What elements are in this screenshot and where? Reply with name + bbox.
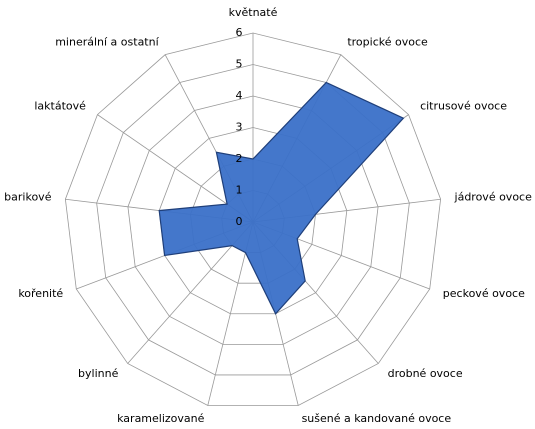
category-label: citrusové ovoce bbox=[420, 100, 507, 113]
category-label: karamelizované bbox=[117, 412, 205, 425]
grid-line bbox=[64, 32, 442, 406]
category-label: sušené a kandované ovoce bbox=[302, 412, 452, 425]
tick-label: 3 bbox=[236, 121, 243, 134]
category-label: minerální a ostatní bbox=[55, 35, 159, 48]
tick-label: 6 bbox=[236, 26, 243, 39]
category-label: tropické ovoce bbox=[347, 35, 428, 48]
data-area bbox=[158, 81, 405, 315]
tick-label: 4 bbox=[236, 89, 243, 102]
category-label: květnaté bbox=[229, 6, 278, 19]
tick-label: 1 bbox=[236, 184, 243, 197]
category-label: barikové bbox=[4, 191, 52, 204]
category-label: bylinné bbox=[78, 367, 119, 380]
tick-label: 2 bbox=[236, 152, 243, 165]
category-label: laktátové bbox=[34, 100, 86, 113]
category-label: peckové ovoce bbox=[443, 287, 525, 300]
category-label: kořenité bbox=[18, 287, 63, 300]
grid-line bbox=[96, 64, 410, 376]
category-label: jádrové ovoce bbox=[454, 191, 533, 204]
tick-label: 5 bbox=[236, 58, 243, 71]
tick-label: 0 bbox=[236, 215, 243, 228]
category-label: drobné ovoce bbox=[388, 367, 463, 380]
